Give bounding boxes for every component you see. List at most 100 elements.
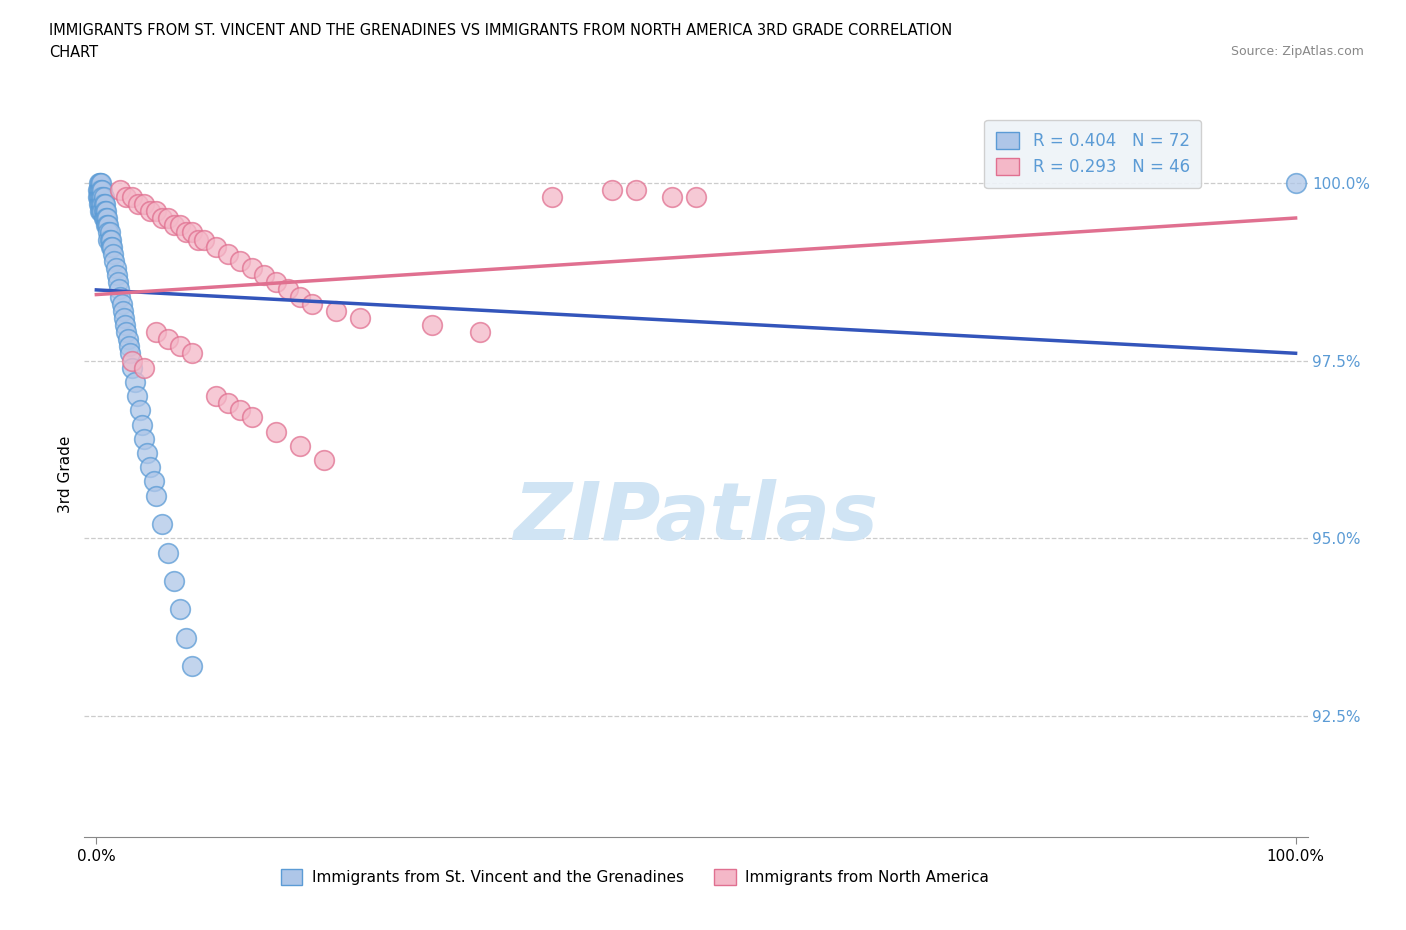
Point — [314, 453, 336, 468]
Text: Source: ZipAtlas.com: Source: ZipAtlas.com — [1230, 45, 1364, 58]
Point — [94, 218, 117, 232]
Point — [145, 488, 167, 503]
Point — [187, 232, 209, 247]
Point — [93, 190, 115, 205]
Point — [90, 196, 112, 211]
Point — [91, 196, 114, 211]
Point — [108, 282, 131, 297]
Point — [94, 204, 117, 219]
Point — [93, 204, 115, 219]
Point — [134, 196, 156, 211]
Point — [205, 389, 228, 404]
Point — [91, 190, 114, 205]
Point — [93, 196, 117, 211]
Point — [169, 602, 191, 617]
Point — [111, 303, 134, 318]
Point — [157, 211, 180, 226]
Point — [90, 190, 112, 205]
Point — [277, 282, 299, 297]
Point — [121, 360, 143, 375]
Point — [124, 375, 146, 390]
Point — [142, 474, 165, 489]
Point — [89, 190, 111, 205]
Point — [150, 517, 173, 532]
Text: ZIPatlas: ZIPatlas — [513, 479, 879, 557]
Point — [290, 438, 312, 453]
Point — [145, 325, 167, 339]
Point — [174, 225, 197, 240]
Point — [101, 239, 124, 254]
Point — [145, 204, 167, 219]
Point — [264, 275, 287, 290]
Point — [157, 332, 180, 347]
Point — [205, 239, 228, 254]
Point — [127, 196, 149, 211]
Point — [118, 346, 141, 361]
Point — [181, 346, 204, 361]
Point — [217, 396, 239, 411]
Point — [94, 211, 117, 226]
Point — [90, 175, 112, 190]
Point — [139, 459, 162, 474]
Point — [349, 311, 371, 325]
Point — [87, 190, 110, 205]
Point — [98, 232, 121, 247]
Point — [91, 182, 114, 197]
Point — [115, 190, 138, 205]
Point — [420, 317, 443, 332]
Point — [541, 190, 564, 205]
Point — [91, 204, 114, 219]
Point — [468, 325, 491, 339]
Point — [103, 254, 125, 269]
Point — [101, 246, 124, 261]
Point — [105, 268, 128, 283]
Point — [240, 410, 263, 425]
Point — [127, 389, 149, 404]
Point — [104, 260, 127, 275]
Point — [110, 182, 132, 197]
Point — [93, 196, 115, 211]
Point — [89, 196, 111, 211]
Point — [90, 204, 112, 219]
Point — [169, 339, 191, 353]
Point — [97, 232, 120, 247]
Point — [100, 239, 122, 254]
Point — [240, 260, 263, 275]
Point — [229, 254, 252, 269]
Point — [93, 211, 115, 226]
Point — [1284, 175, 1306, 190]
Point — [115, 325, 138, 339]
Point — [290, 289, 312, 304]
Point — [121, 190, 143, 205]
Point — [325, 303, 347, 318]
Point — [96, 211, 118, 226]
Point — [253, 268, 276, 283]
Point — [150, 211, 173, 226]
Point — [217, 246, 239, 261]
Point — [107, 275, 129, 290]
Point — [87, 196, 110, 211]
Point — [96, 218, 118, 232]
Point — [163, 218, 186, 232]
Point — [89, 204, 111, 219]
Point — [93, 211, 117, 226]
Point — [87, 175, 110, 190]
Point — [135, 445, 157, 460]
Point — [98, 225, 121, 240]
Point — [134, 432, 156, 446]
Point — [86, 182, 108, 197]
Point — [600, 182, 623, 197]
Point — [139, 204, 162, 219]
Point — [661, 190, 683, 205]
Text: CHART: CHART — [49, 45, 98, 60]
Point — [89, 182, 111, 197]
Point — [121, 353, 143, 368]
Point — [169, 218, 191, 232]
Point — [90, 182, 112, 197]
Point — [685, 190, 707, 205]
Text: IMMIGRANTS FROM ST. VINCENT AND THE GRENADINES VS IMMIGRANTS FROM NORTH AMERICA : IMMIGRANTS FROM ST. VINCENT AND THE GREN… — [49, 23, 952, 38]
Point — [134, 360, 156, 375]
Point — [163, 574, 186, 589]
Point — [181, 225, 204, 240]
Y-axis label: 3rd Grade: 3rd Grade — [58, 435, 73, 513]
